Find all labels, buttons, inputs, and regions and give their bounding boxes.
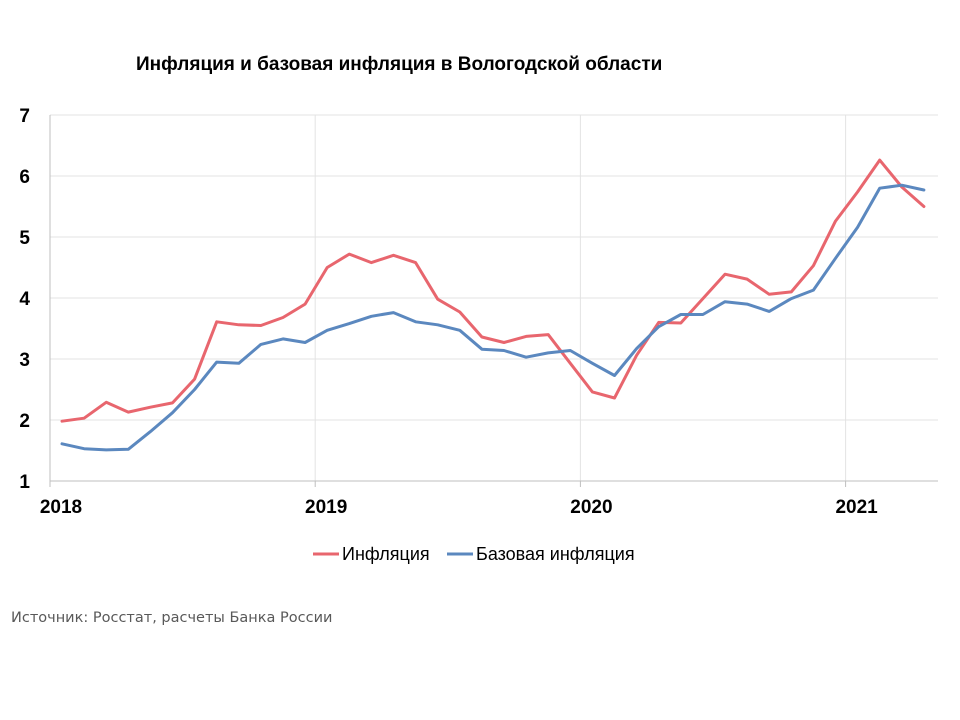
x-tick-label: 2019 — [305, 497, 347, 518]
y-tick-label: 4 — [19, 289, 30, 310]
y-tick-label: 5 — [19, 228, 30, 249]
legend-label-core-inflation: Базовая инфляция — [476, 544, 635, 564]
series-line-inflation — [60, 158, 926, 423]
source-note: Источник: Росстат, расчеты Банка России — [11, 610, 332, 626]
x-tick-label: 2018 — [40, 497, 82, 518]
x-tick-label: 2020 — [570, 497, 612, 518]
chart-series — [60, 158, 926, 452]
y-tick-label: 7 — [19, 106, 30, 127]
chart-axes — [49, 115, 938, 487]
chart-grid — [50, 114, 938, 481]
y-tick-label: 3 — [19, 350, 30, 371]
y-tick-label: 2 — [19, 411, 30, 432]
series-line-core-inflation — [60, 183, 926, 452]
chart-title: Инфляция и базовая инфляция в Вологодско… — [136, 54, 662, 75]
legend-label-inflation: Инфляция — [342, 544, 430, 564]
x-axis-tick-labels: 2018 2019 2020 2021 — [40, 497, 878, 518]
x-tick-label: 2021 — [835, 497, 878, 518]
y-tick-label: 6 — [19, 167, 30, 188]
chart-legend: Инфляция Базовая инфляция — [313, 544, 635, 564]
y-tick-label: 1 — [19, 472, 30, 493]
y-axis-tick-labels: 1 2 3 4 5 6 7 — [19, 106, 30, 493]
